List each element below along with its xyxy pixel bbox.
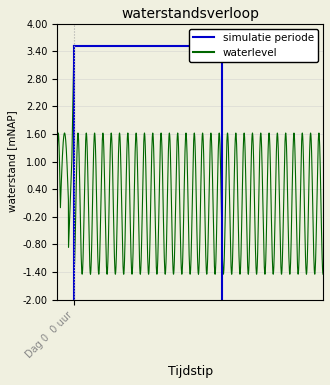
waterlevel (178, 191, 182, 196)
waterlevel (184, 139, 188, 143)
waterlevel (321, 272, 325, 276)
waterlevel (72, 47, 76, 52)
Y-axis label: waterstand [mNAP]: waterstand [mNAP] (7, 110, 17, 213)
waterlevel (314, 265, 317, 270)
waterlevel (55, 151, 59, 156)
Title: waterstandsverloop: waterstandsverloop (121, 7, 259, 21)
waterlevel (314, 261, 317, 266)
X-axis label: Tijdstip: Tijdstip (168, 365, 213, 378)
waterlevel (69, 186, 73, 190)
waterlevel (265, 218, 269, 223)
Line: waterlevel: waterlevel (57, 50, 323, 274)
Legend: simulatie periode, waterlevel: simulatie periode, waterlevel (189, 29, 318, 62)
